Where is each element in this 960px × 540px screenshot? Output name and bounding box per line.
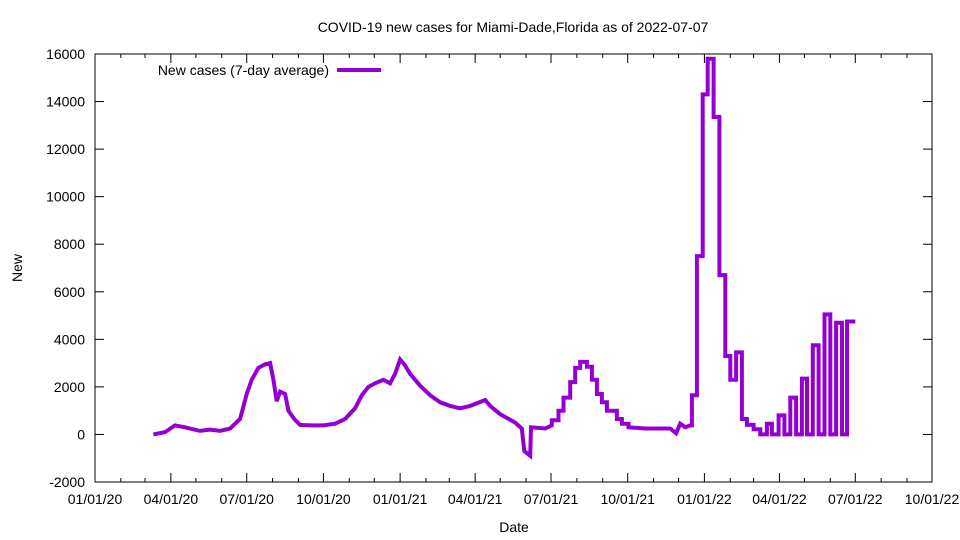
- series-line-new-cases: [153, 56, 856, 460]
- legend-label: New cases (7-day average): [158, 62, 329, 78]
- x-tick-label: 01/01/22: [677, 491, 732, 507]
- y-tick-label: 2000: [54, 379, 85, 395]
- y-tick-label: 14000: [46, 94, 85, 110]
- y-tick-label: 12000: [46, 141, 85, 157]
- axes: -2000 0 2000 4000 6000 8000 10000 12000 14000 160…: [46, 46, 959, 507]
- y-tick-label: 8000: [54, 236, 85, 252]
- plot-frame: [94, 53, 933, 483]
- x-tick-label: 01/01/21: [373, 491, 428, 507]
- x-tick-label: 07/01/21: [524, 491, 579, 507]
- y-tick-label: -2000: [49, 474, 85, 490]
- x-tick-label: 10/01/20: [296, 491, 351, 507]
- x-tick-label: 04/01/22: [752, 491, 807, 507]
- x-tick-label: 04/01/20: [144, 491, 199, 507]
- x-tick-label: 10/01/21: [600, 491, 655, 507]
- y-tick-label: 6000: [54, 284, 85, 300]
- chart-title: COVID-19 new cases for Miami-Dade,Florid…: [318, 19, 709, 35]
- x-tick-label: 07/01/22: [828, 491, 883, 507]
- y-axis-label: New: [9, 253, 25, 282]
- x-tick-label: 07/01/20: [219, 491, 274, 507]
- series-group: [153, 56, 856, 460]
- x-tick-label: 10/01/22: [905, 491, 960, 507]
- y-tick-label: 0: [77, 426, 85, 442]
- y-tick-label: 16000: [46, 46, 85, 62]
- legend: New cases (7-day average): [158, 62, 381, 78]
- y-tick-label: 4000: [54, 331, 85, 347]
- y-tick-label: 10000: [46, 189, 85, 205]
- x-axis-label: Date: [499, 519, 529, 535]
- x-tick-label: 01/01/20: [68, 491, 123, 507]
- x-tick-label: 04/01/21: [448, 491, 503, 507]
